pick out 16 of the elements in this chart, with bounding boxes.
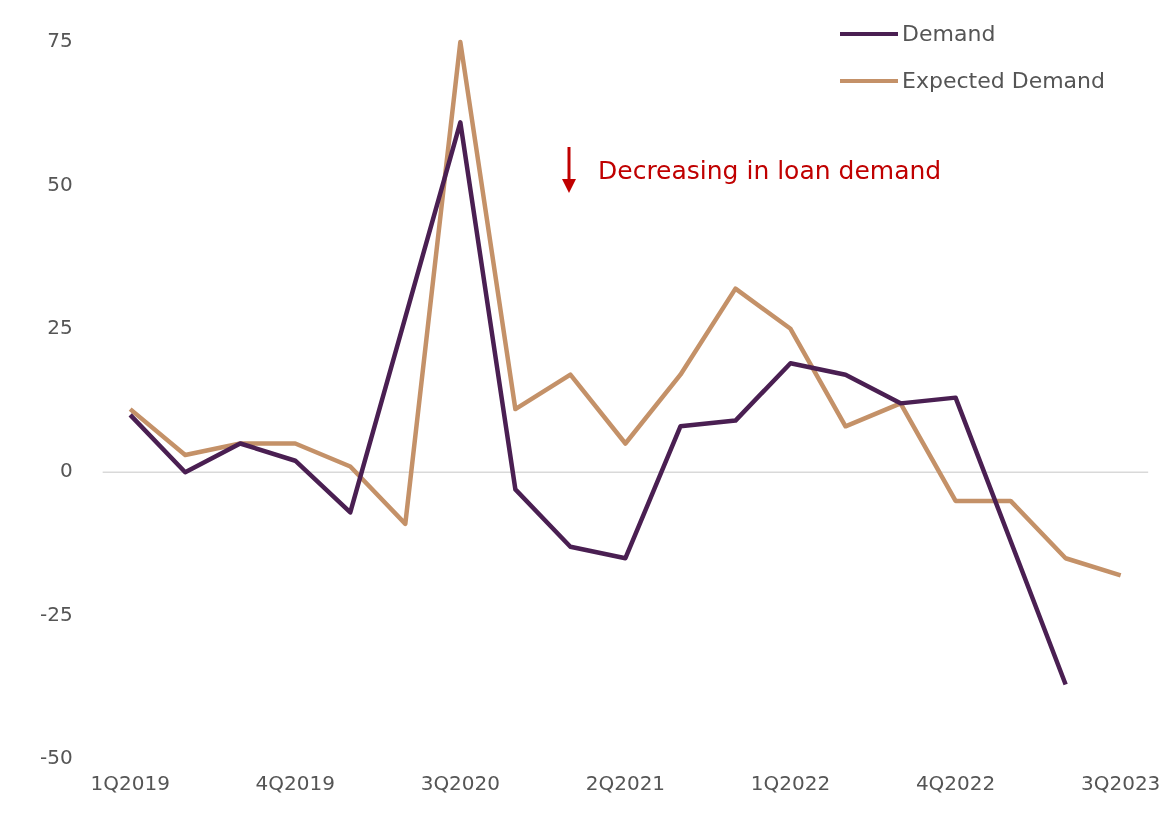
y-tick-label: 50 — [47, 171, 73, 196]
annotation: Decreasing in loan demand — [598, 155, 942, 185]
x-tick-label: 1Q2019 — [90, 771, 170, 796]
x-tick-label: 1Q2022 — [750, 771, 831, 796]
y-tick-label: 0 — [59, 458, 73, 483]
x-tick-label: 3Q2020 — [420, 771, 501, 796]
y-tick-label: -25 — [39, 601, 73, 626]
legend-label: Expected Demand — [902, 68, 1105, 93]
x-tick-label: 4Q2022 — [915, 771, 996, 796]
y-tick-label: 25 — [47, 315, 73, 339]
x-tick-label: 2Q2021 — [585, 771, 666, 796]
legend-label: Demand — [902, 21, 996, 46]
x-tick-label: 4Q2019 — [255, 771, 335, 796]
y-tick-label: 75 — [47, 28, 73, 53]
x-tick-label: 3Q2023 — [1080, 771, 1161, 796]
y-tick-label: -50 — [39, 745, 73, 770]
